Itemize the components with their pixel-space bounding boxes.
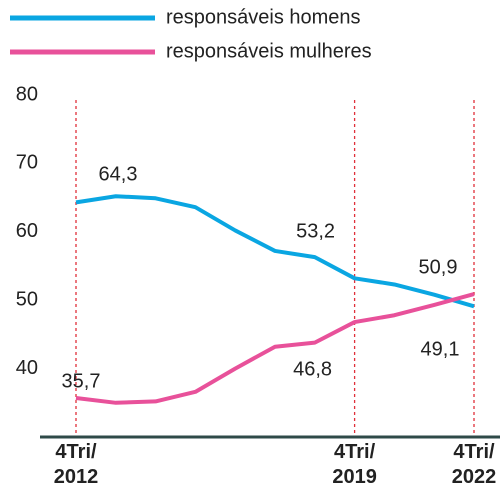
- y-tick-label: 40: [16, 357, 38, 379]
- data-label: 53,2: [296, 221, 335, 243]
- y-tick-label: 60: [16, 220, 38, 242]
- legend-label: responsáveis mulheres: [166, 40, 372, 62]
- x-tick-label: 4Tri/2012: [54, 441, 99, 488]
- data-label: 46,8: [293, 358, 332, 380]
- y-tick-label: 50: [16, 288, 38, 310]
- data-label: 64,3: [99, 164, 138, 186]
- y-tick-label: 70: [16, 152, 38, 174]
- x-tick-label: 4Tri/2019: [332, 441, 377, 488]
- data-label: 49,1: [421, 339, 460, 361]
- data-label: 35,7: [62, 370, 101, 392]
- x-tick-label: 4Tri/2022: [452, 441, 497, 488]
- legend-label: responsáveis homens: [166, 6, 361, 28]
- data-label: 50,9: [419, 256, 458, 278]
- y-tick-label: 80: [16, 83, 38, 105]
- data-line: [75, 292, 475, 405]
- data-line: [75, 194, 475, 309]
